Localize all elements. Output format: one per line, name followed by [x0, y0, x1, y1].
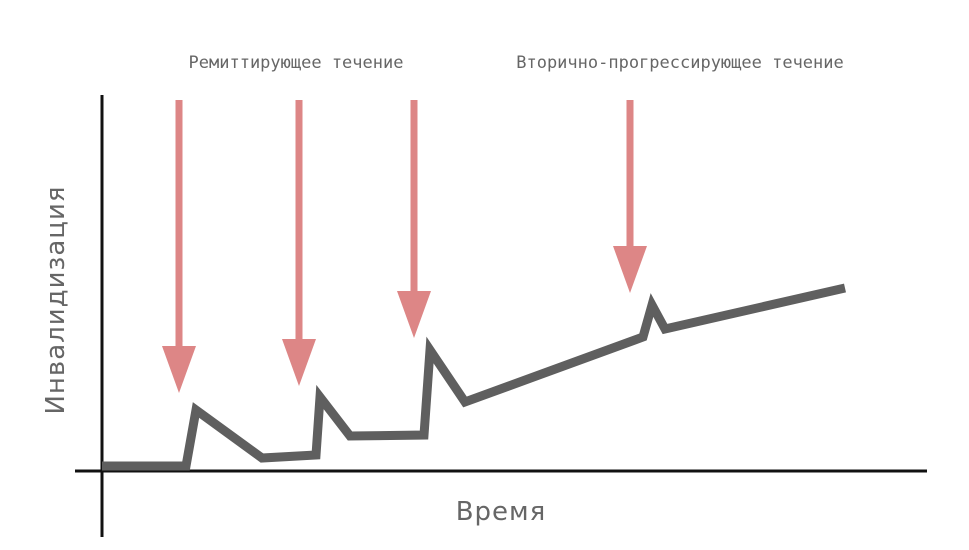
arrow-head	[162, 346, 196, 393]
arrows	[162, 100, 647, 393]
arrow-head	[397, 291, 431, 338]
disability-curve	[102, 283, 846, 471]
annotation: Ремиттирующее течение	[189, 53, 404, 73]
arrow-head	[282, 339, 316, 386]
annotation: Вторично-прогрессирующее течение	[516, 53, 844, 73]
arrow-shaft	[626, 100, 634, 250]
arrow-shaft	[410, 100, 418, 295]
x-axis-label: Время	[456, 497, 547, 527]
arrow-shaft	[295, 100, 303, 345]
arrow-shaft	[175, 100, 183, 350]
arrow-head	[613, 246, 647, 293]
y-axis-label: Инвалидизация	[41, 185, 71, 414]
